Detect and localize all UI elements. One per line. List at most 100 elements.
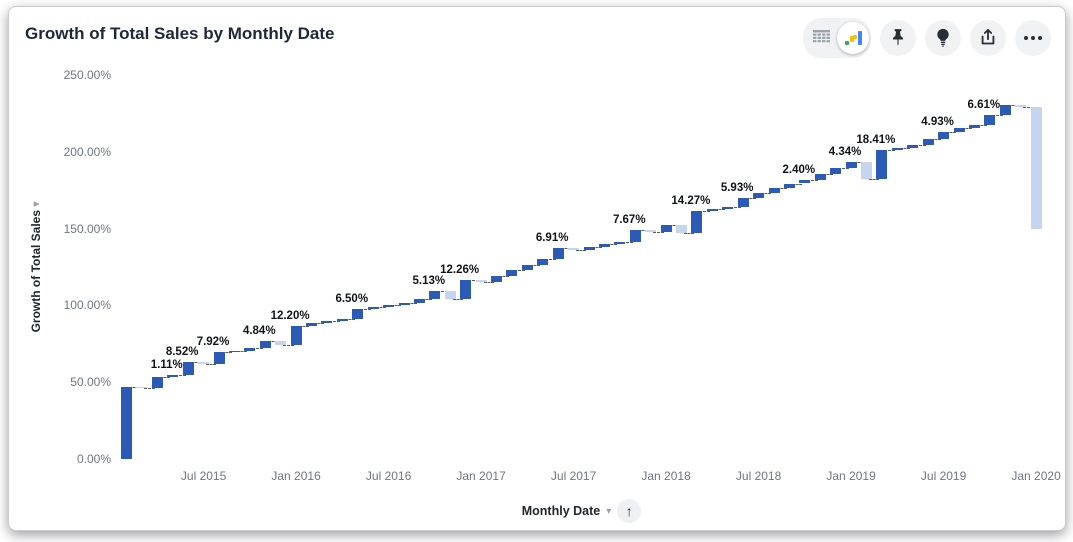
waterfall-bar-feb-2016[interactable]: [306, 322, 317, 326]
waterfall-bar-may-2015[interactable]: [167, 375, 179, 377]
more-icon: [1024, 36, 1042, 40]
waterfall-bar-jan-2016[interactable]: [290, 325, 302, 345]
waterfall-bar-nov-2017[interactable]: [629, 230, 641, 242]
waterfall-bar-feb-2015[interactable]: [121, 386, 132, 459]
bar-value-label: 12.20%: [270, 309, 310, 322]
waterfall-bar-jan-2017[interactable]: [475, 280, 487, 282]
waterfall-bar-jul-2019[interactable]: [938, 131, 950, 140]
waterfall-bar-jul-2017[interactable]: [568, 247, 580, 251]
table-view-button[interactable]: [805, 22, 837, 54]
waterfall-connector: [1007, 104, 1019, 106]
waterfall-bar-jul-2015[interactable]: [198, 362, 210, 365]
bar-value-label: 14.27%: [671, 195, 711, 208]
waterfall-bar-oct-2016[interactable]: [429, 291, 441, 300]
insights-button[interactable]: [925, 20, 961, 56]
waterfall-bar-mar-2017[interactable]: [506, 270, 518, 277]
sort-ascending-button[interactable]: ↑: [617, 499, 642, 523]
waterfall-bar-nov-2018[interactable]: [814, 174, 826, 180]
y-axis-ticks: 250.00% 200.00% 150.00% 100.00% 50.00% 0.00%: [35, 68, 111, 466]
waterfall-bar-sep-2017[interactable]: [598, 244, 610, 248]
waterfall-bar-aug-2017[interactable]: [583, 247, 595, 251]
export-button[interactable]: [970, 20, 1006, 56]
waterfall-bar-aug-2019[interactable]: [953, 128, 965, 132]
y-tick-label: 100.00%: [63, 298, 111, 313]
waterfall-bar-mar-2015[interactable]: [136, 386, 148, 389]
waterfall-bar-jun-2019[interactable]: [922, 139, 934, 145]
waterfall-connector: [221, 352, 232, 354]
x-axis-menu-caret[interactable]: ▾: [606, 505, 612, 517]
waterfall-bar-oct-2019[interactable]: [984, 114, 996, 125]
waterfall-bar-dec-2016[interactable]: [460, 280, 472, 299]
chart-view-button[interactable]: [837, 22, 869, 54]
bar-value-label: 5.93%: [720, 181, 754, 194]
waterfall-connector: [714, 209, 726, 211]
waterfall-bar-apr-2019[interactable]: [891, 147, 903, 151]
waterfall-bar-nov-2019[interactable]: [999, 104, 1011, 115]
bar-value-label: 6.50%: [335, 293, 369, 306]
waterfall-bar-apr-2018[interactable]: [706, 209, 718, 212]
waterfall-bar-oct-2015[interactable]: [244, 348, 256, 351]
waterfall-bar-aug-2016[interactable]: [398, 302, 410, 306]
pin-button[interactable]: [880, 20, 916, 56]
waterfall-bar-sep-2015[interactable]: [228, 350, 240, 353]
waterfall-bar-feb-2018[interactable]: [676, 225, 687, 233]
waterfall-bar-jul-2018[interactable]: [753, 193, 765, 198]
waterfall-bar-dec-2017[interactable]: [645, 230, 657, 233]
waterfall-bar-aug-2018[interactable]: [768, 188, 780, 193]
waterfall-connector: [591, 247, 602, 249]
waterfall-connector: [375, 306, 387, 308]
waterfall-bar-mar-2018[interactable]: [691, 211, 703, 233]
waterfall-bar-apr-2017[interactable]: [521, 264, 533, 271]
more-button[interactable]: [1015, 20, 1051, 56]
bar-value-label: 4.93%: [921, 115, 954, 128]
waterfall-bar-feb-2017[interactable]: [491, 276, 502, 282]
waterfall-bar-jul-2016[interactable]: [383, 305, 395, 307]
waterfall-bar-may-2017[interactable]: [537, 258, 549, 265]
x-tick-label: Jul 2019: [920, 469, 967, 483]
y-tick-label: 150.00%: [63, 221, 111, 236]
waterfall-connector: [344, 319, 356, 321]
waterfall-bar-jan-2018[interactable]: [660, 225, 672, 233]
waterfall-bar-may-2016[interactable]: [352, 309, 364, 320]
x-tick-label: Jul 2016: [365, 469, 412, 483]
waterfall-bar-feb-2019[interactable]: [861, 161, 872, 179]
waterfall-bar-nov-2015[interactable]: [259, 340, 271, 349]
waterfall-bar-jun-2016[interactable]: [367, 306, 379, 310]
waterfall-bar-jan-2019[interactable]: [845, 161, 857, 169]
waterfall-bar-jun-2018[interactable]: [737, 197, 749, 207]
waterfall-bar-nov-2016[interactable]: [444, 291, 456, 299]
waterfall-bar-oct-2018[interactable]: [799, 179, 811, 184]
waterfall-bar-jun-2017[interactable]: [552, 247, 564, 259]
waterfall-bar-sep-2018[interactable]: [783, 183, 795, 189]
waterfall-bar-apr-2015[interactable]: [151, 376, 163, 388]
y-tick-label: 50.00%: [70, 375, 111, 390]
x-tick-label: Jul 2018: [735, 469, 782, 483]
waterfall-connector: [853, 161, 864, 163]
y-tick-label: 200.00%: [63, 144, 111, 159]
waterfall-bar-dec-2018[interactable]: [830, 168, 842, 175]
waterfall-connector: [545, 258, 556, 260]
waterfall-connector: [329, 321, 340, 323]
waterfall-bar-may-2019[interactable]: [907, 144, 919, 148]
waterfall-connector: [668, 225, 679, 227]
waterfall-connector: [391, 305, 402, 307]
waterfall-bar-sep-2019[interactable]: [968, 124, 980, 129]
waterfall-connector: [406, 302, 417, 304]
waterfall-bar-mar-2019[interactable]: [876, 150, 888, 179]
waterfall-connector: [653, 232, 664, 234]
waterfall-bar-mar-2016[interactable]: [321, 321, 333, 323]
waterfall-bar-jun-2015[interactable]: [182, 362, 194, 376]
x-tick-label: Jan 2017: [456, 469, 506, 483]
waterfall-bar-aug-2015[interactable]: [213, 352, 225, 365]
waterfall-connector: [298, 325, 309, 327]
y-tick-label: 250.00%: [63, 68, 111, 82]
waterfall-bar-may-2018[interactable]: [722, 206, 734, 210]
waterfall-bar-dec-2015[interactable]: [275, 340, 287, 345]
waterfall-bar-apr-2016[interactable]: [336, 319, 348, 322]
waterfall-bar-jan-2020[interactable]: [1030, 107, 1042, 229]
waterfall-bar-dec-2019[interactable]: [1015, 104, 1027, 108]
waterfall-connector: [190, 362, 202, 364]
bar-value-label: 5.13%: [412, 275, 446, 288]
waterfall-bar-sep-2016[interactable]: [413, 299, 425, 303]
waterfall-bar-oct-2017[interactable]: [614, 241, 626, 245]
